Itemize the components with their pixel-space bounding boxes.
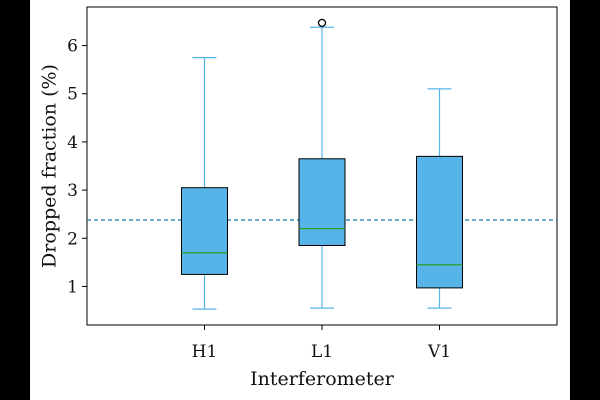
x-tick-label: L1 — [311, 342, 333, 362]
y-axis-label: Dropped fraction (%) — [39, 64, 61, 268]
y-tick-label: 1 — [67, 277, 78, 297]
x-tick-label: V1 — [427, 342, 451, 362]
box-group-l1 — [298, 18, 346, 309]
y-tick-label: 5 — [67, 85, 78, 105]
chart-figure: 1 2 3 4 5 6 H1 L1 V1 Interferometer Dropped fra… — [30, 0, 570, 400]
y-tick-label: 4 — [67, 133, 78, 153]
box-iqr — [416, 155, 463, 289]
y-tick-label: 2 — [67, 229, 78, 249]
y-tick-label: 3 — [67, 181, 78, 201]
box-group-h1 — [181, 56, 228, 310]
x-tick-label: H1 — [192, 342, 218, 362]
outlier-point — [317, 18, 327, 28]
boxplot-chart: 1 2 3 4 5 6 H1 L1 V1 Interferometer Dropped fra… — [39, 6, 558, 390]
box-iqr — [298, 158, 346, 246]
y-tick-label: 6 — [67, 37, 78, 57]
x-axis-label: Interferometer — [250, 368, 395, 390]
box-group-v1 — [416, 88, 463, 309]
box-iqr — [181, 187, 228, 275]
